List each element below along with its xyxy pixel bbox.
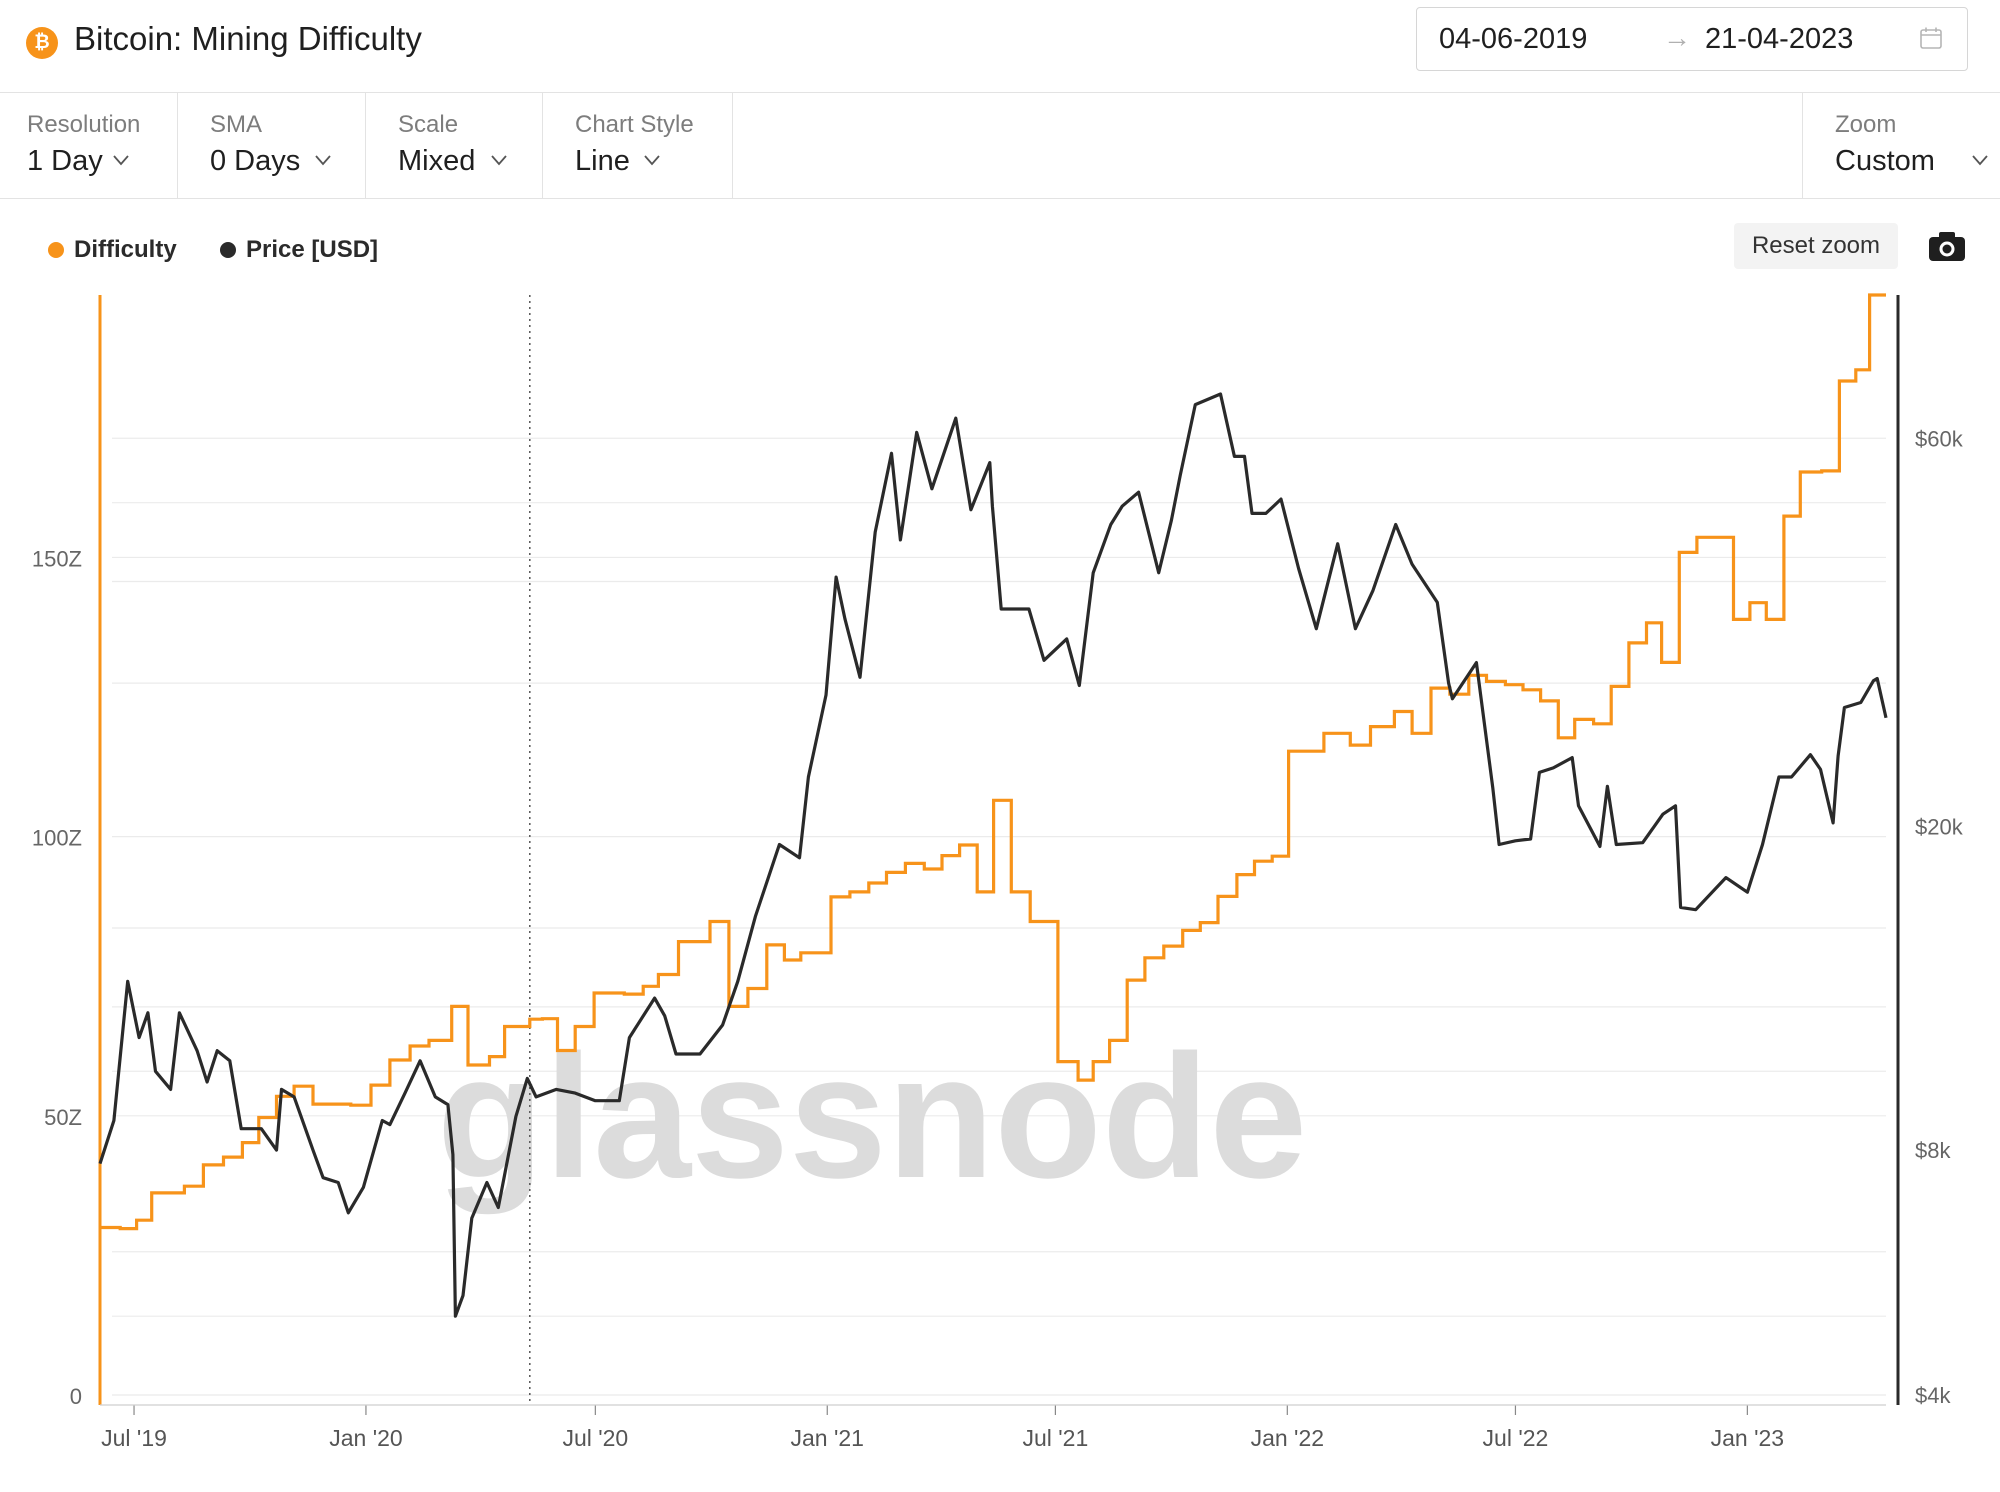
chart-style-select[interactable]: Chart Style Line — [543, 93, 732, 198]
toolbar-divider — [1802, 93, 1803, 198]
chart-area[interactable]: glassnode 0 50Z 100Z 150Z $4k $8k $20k $60k Jul … — [0, 285, 2000, 1492]
chart-style-value: Line — [575, 145, 630, 177]
camera-icon[interactable] — [1928, 230, 1966, 262]
x-tick-label: Jul '20 — [562, 1425, 628, 1451]
zoom-value: Custom — [1835, 145, 1935, 177]
axis-labels: 0 50Z 100Z 150Z $4k $8k $20k $60k Jul '19 Jan '20… — [32, 426, 1964, 1451]
resolution-select[interactable]: Resolution 1 Day — [0, 93, 177, 198]
watermark: glassnode — [437, 1019, 1307, 1215]
scale-select[interactable]: Scale Mixed — [366, 93, 542, 198]
chevron-down-icon — [1972, 155, 1988, 166]
y-right-tick-label: $4k — [1915, 1383, 1951, 1408]
price-series-line — [98, 392, 1888, 1318]
x-tick-label: Jan '22 — [1251, 1425, 1324, 1451]
toolbar-divider — [542, 93, 543, 198]
toolbar-divider — [365, 93, 366, 198]
legend-label-price: Price [USD] — [246, 236, 379, 263]
difficulty-series-line — [100, 293, 1886, 1231]
chevron-down-icon — [491, 155, 507, 166]
sma-select[interactable]: SMA 0 Days — [178, 93, 365, 198]
series-layer — [98, 293, 1888, 1318]
bitcoin-icon: ₿ — [26, 27, 58, 59]
scale-label: Scale — [398, 111, 459, 138]
sma-value: 0 Days — [210, 145, 301, 177]
chart-style-label: Chart Style — [575, 111, 694, 138]
date-start-input[interactable]: 04-06-2019 — [1439, 23, 1588, 55]
legend-item-price[interactable]: Price [USD] — [220, 236, 378, 264]
toolbar-divider — [732, 93, 733, 198]
calendar-icon[interactable] — [1919, 26, 1943, 50]
y-left-tick-label: 150Z — [32, 546, 82, 571]
chevron-down-icon — [644, 155, 660, 166]
resolution-value: 1 Day — [27, 145, 103, 177]
legend-dot-difficulty — [48, 242, 64, 258]
x-tick-label: Jul '19 — [101, 1425, 167, 1451]
chart-options-toolbar: Resolution 1 Day SMA 0 Days Scale Mixed … — [0, 93, 2000, 199]
y-right-tick-label: $60k — [1915, 426, 1964, 451]
x-tick-label: Jan '21 — [791, 1425, 864, 1451]
y-right-tick-label: $20k — [1915, 814, 1964, 839]
x-tick-label: Jul '21 — [1023, 1425, 1089, 1451]
date-range-picker[interactable]: 04-06-2019 → 21-04-2023 — [1416, 7, 1968, 71]
sma-label: SMA — [210, 111, 263, 138]
chevron-down-icon — [315, 155, 331, 166]
y-right-tick-label: $8k — [1915, 1138, 1951, 1163]
resolution-label: Resolution — [27, 111, 141, 138]
page-title: Bitcoin: Mining Difficulty — [74, 20, 422, 57]
zoom-label: Zoom — [1835, 111, 1897, 138]
date-end-input[interactable]: 21-04-2023 — [1705, 23, 1854, 55]
y-left-tick-label: 100Z — [32, 826, 82, 851]
x-tick-label: Jul '22 — [1483, 1425, 1549, 1451]
y-left-tick-label: 0 — [70, 1384, 82, 1409]
x-tick-label: Jan '20 — [329, 1425, 402, 1451]
legend-item-difficulty[interactable]: Difficulty — [48, 236, 177, 264]
y-left-tick-label: 50Z — [44, 1105, 82, 1130]
chevron-down-icon — [113, 155, 129, 166]
scale-value: Mixed — [398, 145, 476, 177]
arrow-right-icon: → — [1663, 22, 1691, 53]
header: ₿ Bitcoin: Mining Difficulty 04-06-2019 … — [0, 0, 2000, 93]
legend-label-difficulty: Difficulty — [74, 236, 177, 263]
grid-lines — [112, 437, 1886, 1396]
x-tick-label: Jan '23 — [1711, 1425, 1784, 1451]
legend-dot-price — [220, 242, 236, 258]
toolbar-divider — [177, 93, 178, 198]
zoom-select[interactable]: Zoom Custom — [1803, 93, 2000, 198]
reset-zoom-button[interactable]: Reset zoom — [1734, 223, 1898, 269]
